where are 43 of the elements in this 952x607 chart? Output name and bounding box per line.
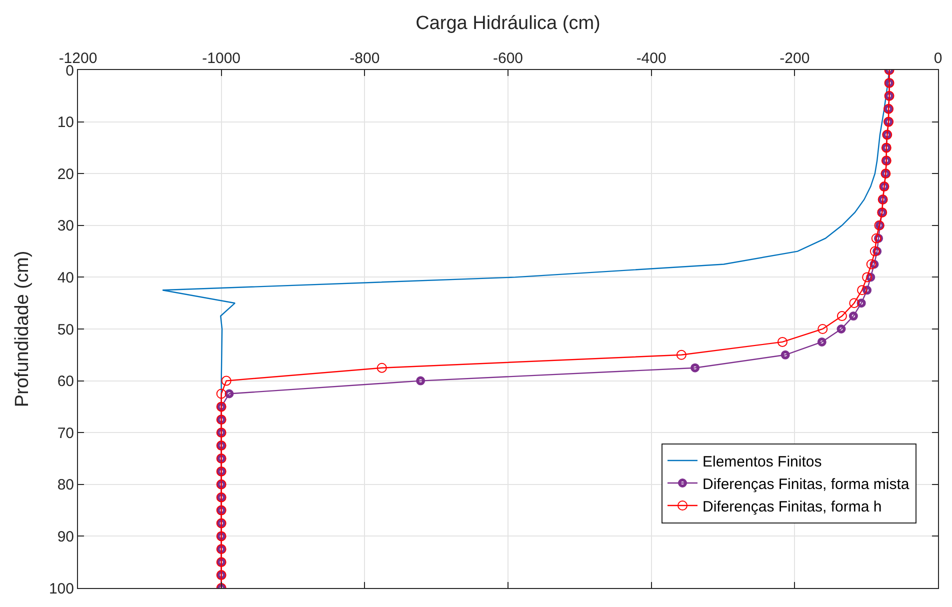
point (780, 350, 790, 360)
legend-label: Diferenças Finitas, forma mista (702, 476, 910, 493)
y-tick-label: 40 (57, 269, 74, 286)
point (849, 298, 860, 308)
point (376, 362, 387, 373)
point (836, 324, 846, 334)
y-tick-label: 100 (48, 580, 74, 598)
point (221, 376, 232, 386)
x-tick-label: 0 (934, 50, 942, 67)
point (836, 311, 847, 322)
y-tick-label: 20 (57, 166, 74, 183)
point (690, 363, 700, 372)
x-tick-label: -1000 (202, 50, 241, 67)
y-tick-label: 10 (57, 114, 74, 132)
point (416, 376, 426, 386)
legend-label: Elementos Finitos (702, 453, 822, 470)
point (866, 259, 876, 270)
point (871, 233, 882, 244)
point (862, 286, 872, 295)
point (817, 337, 826, 346)
point (818, 324, 828, 334)
point (216, 388, 226, 399)
point (857, 285, 868, 296)
y-tick-label: 30 (57, 218, 74, 235)
x-tick-label: -600 (492, 50, 524, 67)
point (848, 312, 858, 321)
point (224, 389, 234, 398)
x-axis-title: Carga Hidráulica (cm) (416, 12, 600, 34)
y-tick-label: 0 (66, 62, 74, 80)
point (777, 336, 788, 347)
y-tick-label: 90 (57, 528, 74, 546)
y-tick-label: 80 (57, 476, 74, 494)
x-tick-label: -800 (350, 50, 380, 67)
y-tick-label: 60 (57, 373, 74, 390)
point (676, 350, 686, 360)
y-axis-title: Profundidade (cm) (12, 250, 33, 408)
y-tick-label: 50 (57, 321, 74, 338)
point (862, 272, 872, 282)
point (870, 246, 880, 256)
legend-label: Diferenças Finitas, forma h (702, 498, 882, 516)
x-tick-label: -400 (636, 50, 666, 67)
y-tick-label: 70 (57, 424, 74, 442)
x-tick-label: -200 (780, 50, 810, 67)
